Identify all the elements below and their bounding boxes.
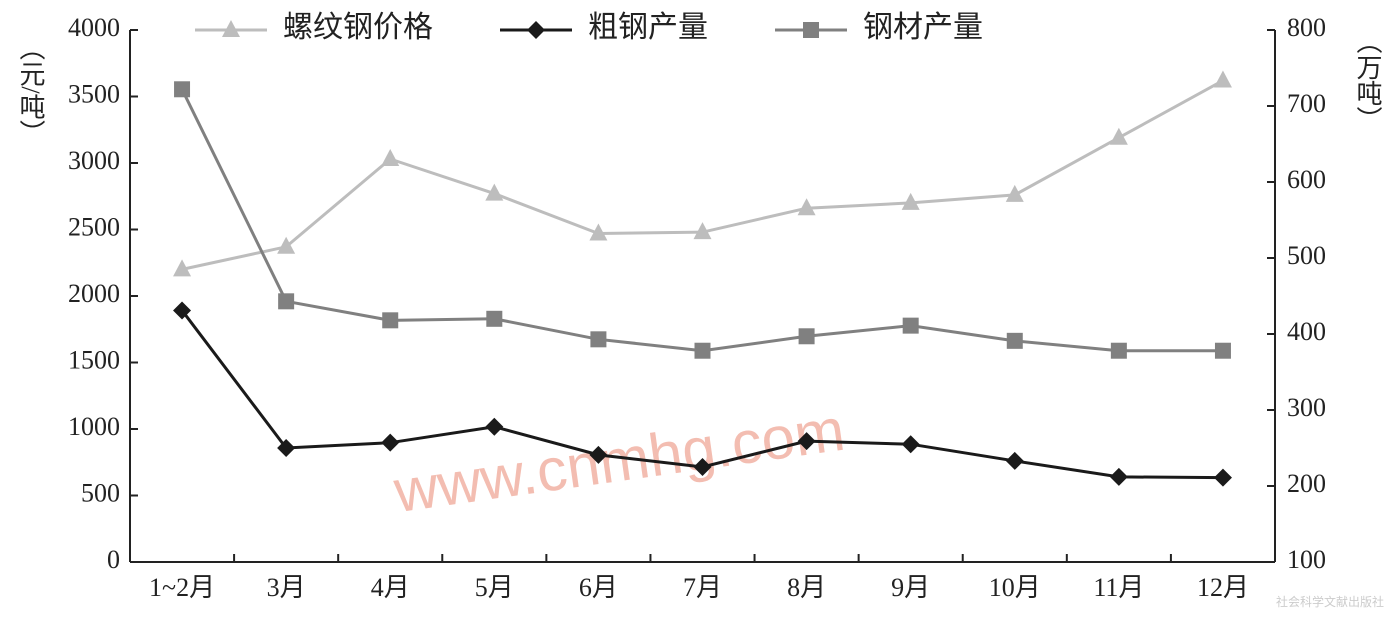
point: [589, 445, 608, 464]
point: [1213, 468, 1232, 487]
point: [589, 223, 608, 241]
series-line: [180, 88, 1223, 353]
y-tick-label: 500: [81, 478, 120, 507]
x-tick-label: 5月: [475, 573, 514, 602]
x-tick-label: 10月: [989, 573, 1041, 602]
point: [797, 432, 816, 451]
y-tick-label: 1000: [68, 412, 120, 441]
legend-marker: [527, 21, 545, 39]
point: [693, 458, 712, 476]
point: [1005, 451, 1024, 470]
x-tick-label: 9月: [891, 573, 930, 602]
y-tick-label: 0: [107, 545, 120, 574]
point: [1109, 127, 1128, 145]
point: [173, 259, 192, 277]
series-line: [181, 79, 1224, 271]
legend-label: 钢材产量: [863, 11, 983, 44]
point: [1005, 184, 1024, 202]
point: [382, 312, 399, 329]
point: [1214, 342, 1231, 359]
point: [381, 149, 400, 167]
y-tick-label: 2500: [68, 212, 120, 241]
legend-label: 粗钢产量: [588, 11, 708, 44]
point: [693, 222, 712, 240]
point: [694, 342, 711, 359]
y2-tick-label: 100: [1287, 545, 1326, 574]
y-tick-label: 1500: [68, 345, 120, 374]
y-tick-label: 4000: [68, 13, 120, 42]
x-tick-label: 3月: [267, 573, 306, 602]
y2-tick-label: 400: [1287, 317, 1326, 346]
legend-label: 螺纹钢价格: [283, 11, 433, 44]
y-tick-label: 2000: [68, 279, 120, 308]
y2-tick-label: 600: [1287, 165, 1326, 194]
point: [277, 439, 296, 457]
point: [1006, 332, 1023, 349]
point: [1110, 342, 1127, 359]
x-tick-label: 8月: [787, 573, 826, 602]
x-tick-label: 6月: [579, 573, 618, 602]
point: [1213, 70, 1232, 88]
legend-marker: [803, 22, 819, 38]
y2-tick-label: 300: [1287, 393, 1326, 422]
y2-tick-label: 700: [1287, 89, 1326, 118]
point: [901, 192, 920, 210]
point: [381, 433, 400, 452]
x-tick-label: 1~2月: [149, 573, 215, 602]
y-tick-label: 3000: [68, 146, 120, 175]
x-tick-label: 7月: [683, 573, 722, 602]
point: [173, 301, 192, 320]
point: [902, 317, 919, 334]
x-tick-label: 12月: [1197, 573, 1249, 602]
footer: 社会科学文献出版社: [1276, 594, 1384, 609]
legend-marker: [222, 20, 240, 37]
point: [486, 310, 503, 327]
y2-tick-label: 500: [1287, 241, 1326, 270]
y-tick-label: 3500: [68, 79, 120, 108]
point: [797, 198, 816, 216]
point: [277, 236, 296, 254]
point: [901, 435, 920, 454]
point: [174, 81, 191, 98]
y2-tick-label: 200: [1287, 469, 1326, 498]
y-axis-label: （元/吨）: [16, 34, 45, 145]
y2-tick-label: 800: [1287, 13, 1326, 42]
x-tick-label: 11月: [1093, 573, 1144, 602]
x-tick-label: 4月: [371, 573, 410, 602]
point: [798, 328, 815, 345]
point: [1109, 467, 1128, 486]
y2-axis-label: （万吨）: [1353, 28, 1382, 132]
point: [278, 293, 295, 310]
point: [590, 331, 607, 348]
point: [485, 417, 504, 436]
point: [485, 183, 504, 201]
watermark: www.cnmhg.com: [389, 396, 848, 526]
